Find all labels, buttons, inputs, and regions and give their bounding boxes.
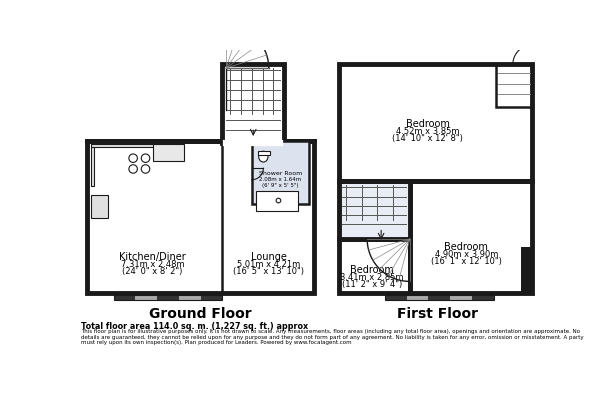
Text: (11' 2" x 9' 4"): (11' 2" x 9' 4") [342, 280, 402, 289]
Text: must rely upon its own inspection(s). Plan produced for Leaders. Powered by www.: must rely upon its own inspection(s). Pl… [81, 340, 352, 345]
Bar [222, 64, 284, 143]
Text: 3.41m x 2.85m: 3.41m x 2.85m [340, 273, 404, 282]
Text: Shower Room: Shower Room [259, 171, 302, 176]
Bar [91, 144, 94, 186]
Bar [338, 239, 410, 293]
Text: Bedroom: Bedroom [445, 242, 488, 252]
Bar [86, 141, 314, 293]
Bar [252, 141, 309, 205]
Bar [472, 295, 493, 300]
Text: (6' 9" x 5' 5"): (6' 9" x 5' 5") [262, 183, 299, 188]
Text: (14' 10" x 12' 8"): (14' 10" x 12' 8") [392, 134, 463, 143]
Text: First Floor: First Floor [397, 307, 478, 321]
Text: (16' 1" x 12' 10"): (16' 1" x 12' 10") [431, 257, 502, 266]
Text: Total floor area 114.0 sq. m. (1,227 sq. ft.) approx: Total floor area 114.0 sq. m. (1,227 sq.… [81, 322, 308, 331]
Bar [521, 247, 532, 293]
Bar [450, 295, 472, 300]
Bar [385, 295, 493, 300]
Bar [179, 295, 200, 300]
Text: LEADERS: LEADERS [353, 213, 494, 242]
Bar [410, 181, 532, 293]
Bar [428, 295, 450, 300]
Bar [338, 64, 532, 181]
Text: Kitchen/Diner: Kitchen/Diner [119, 252, 186, 262]
Text: 7.31m x 2.48m: 7.31m x 2.48m [121, 260, 184, 269]
Bar [114, 295, 136, 300]
Text: This floor plan is for illustrative purposes only. It is not drawn to scale. Any: This floor plan is for illustrative purp… [81, 329, 580, 334]
Ellipse shape [259, 151, 268, 162]
Bar [136, 295, 157, 300]
Text: Bedroom: Bedroom [350, 265, 394, 275]
Text: LEADERS: LEADERS [132, 202, 274, 230]
Bar [496, 64, 532, 107]
Text: (16' 5" x 13' 10"): (16' 5" x 13' 10") [233, 267, 304, 276]
Text: 2.08m x 1.64m: 2.08m x 1.64m [259, 177, 302, 182]
Bar [114, 295, 222, 300]
Bar [200, 295, 222, 300]
Bar [91, 144, 160, 147]
Text: Ground Floor: Ground Floor [149, 307, 252, 321]
Text: Bedroom: Bedroom [406, 118, 449, 129]
Bar [338, 181, 410, 239]
Bar [91, 195, 107, 218]
Text: 5.01m x 4.21m: 5.01m x 4.21m [237, 260, 301, 269]
Bar [256, 191, 298, 210]
Bar [157, 295, 179, 300]
Bar [407, 295, 428, 300]
Text: 4.90m x 3.90m: 4.90m x 3.90m [434, 250, 498, 259]
Bar [152, 144, 184, 160]
Bar [258, 150, 269, 155]
Text: (24' 0" x 8' 2"): (24' 0" x 8' 2") [122, 267, 182, 276]
Text: details are guaranteed, they cannot be relied upon for any purpose and they do n: details are guaranteed, they cannot be r… [81, 334, 584, 339]
Bar [385, 295, 407, 300]
Text: Lounge: Lounge [251, 252, 287, 262]
Text: 4.52m x 3.85m: 4.52m x 3.85m [396, 127, 460, 136]
